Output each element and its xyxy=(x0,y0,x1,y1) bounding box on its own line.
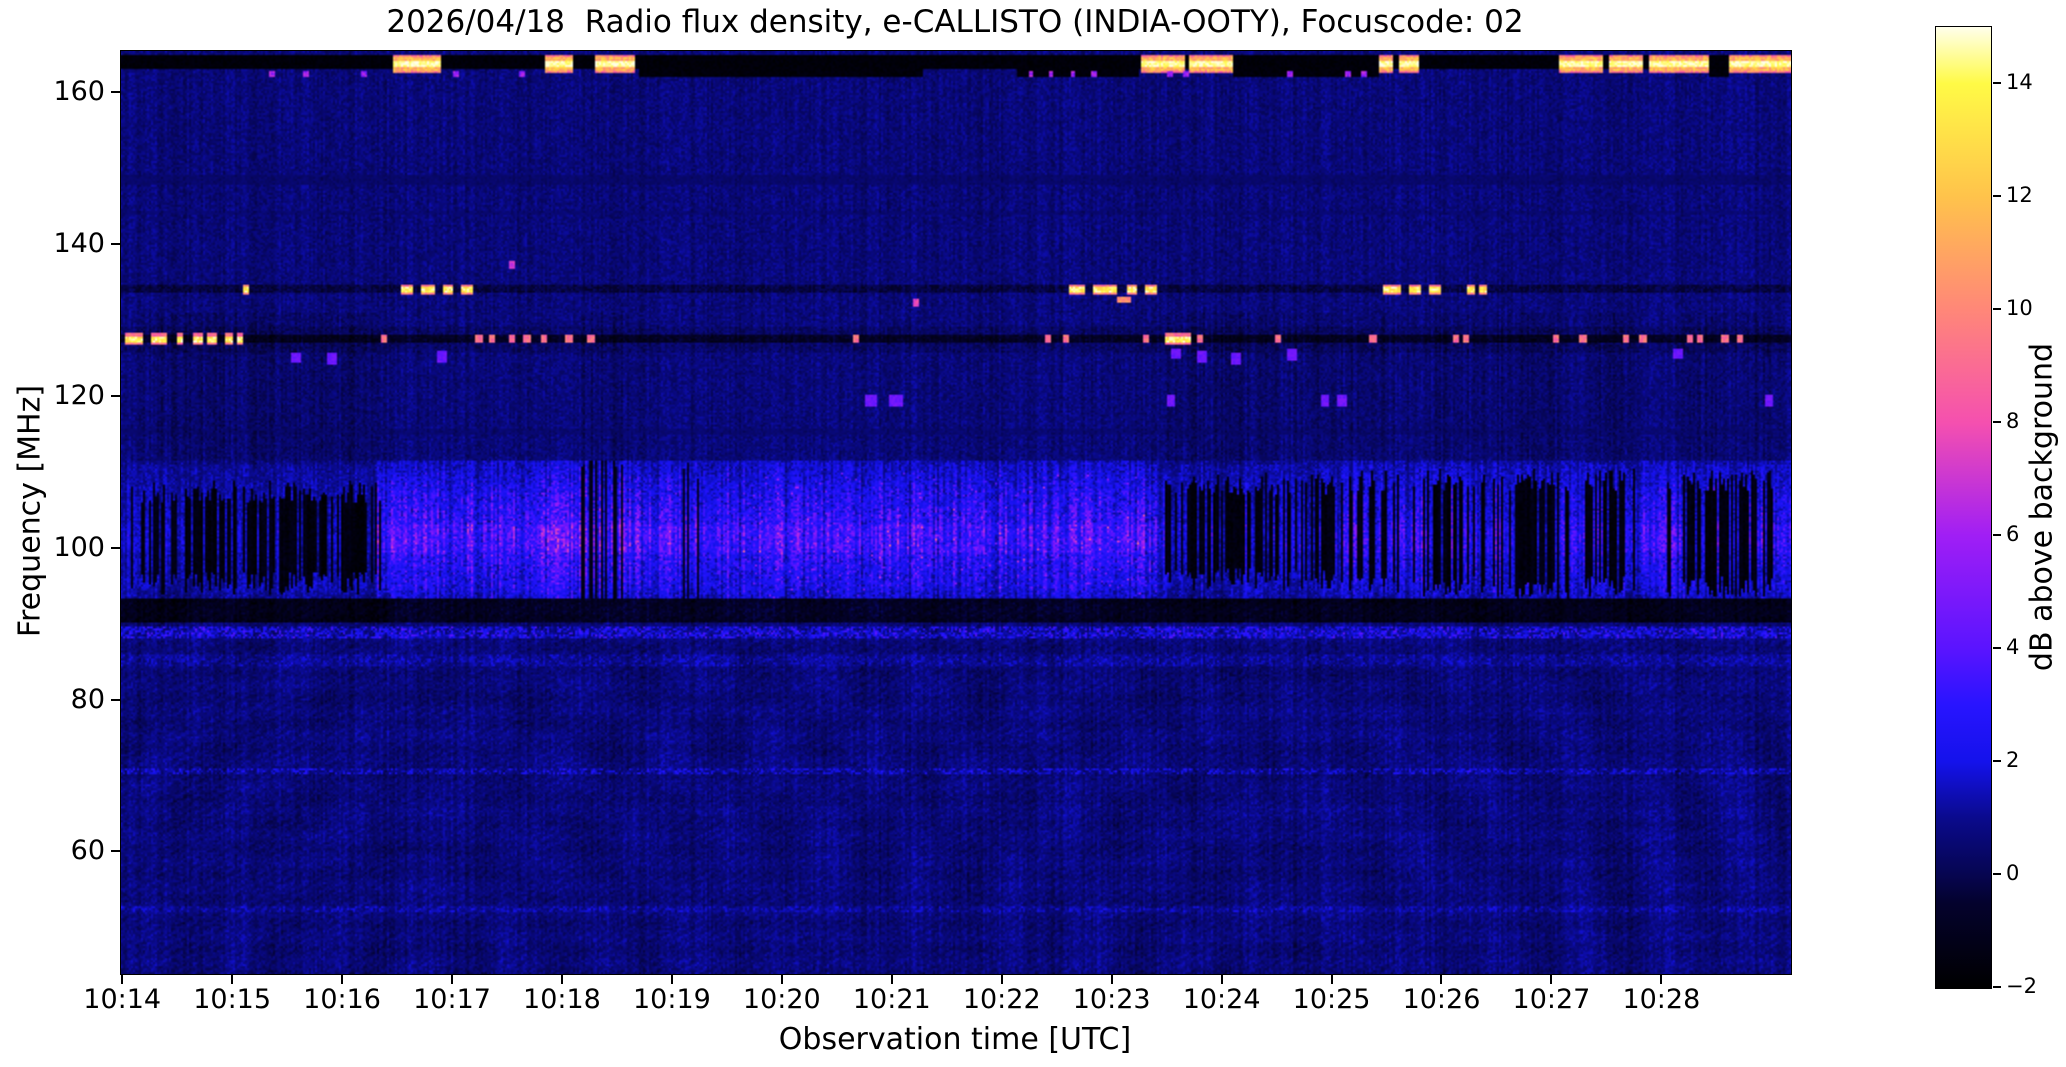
x-tick-label: 10:15 xyxy=(193,984,272,1015)
x-tick-label: 10:25 xyxy=(1292,984,1371,1015)
x-tick-label: 10:28 xyxy=(1622,984,1701,1015)
colorbar-tick-label: 0 xyxy=(2006,860,2020,885)
x-tick-mark xyxy=(670,975,673,984)
colorbar-tick-label: 2 xyxy=(2006,747,2020,772)
x-tick-mark xyxy=(121,975,124,984)
x-tick-mark xyxy=(890,975,893,984)
colorbar-label: dB above background xyxy=(2024,342,2060,672)
colorbar-tick-mark xyxy=(1993,307,2001,310)
colorbar-tick-label: 14 xyxy=(2006,69,2033,94)
y-tick-mark xyxy=(111,698,120,701)
y-axis-label: Frequency [MHz] xyxy=(12,384,48,638)
x-tick-mark xyxy=(780,975,783,984)
x-tick-mark xyxy=(1110,975,1113,984)
colorbar-tick-label: 10 xyxy=(2006,295,2033,320)
colorbar-tick-mark xyxy=(1993,420,2001,423)
colorbar-tick-label: 6 xyxy=(2006,521,2020,546)
y-tick-mark xyxy=(111,394,120,397)
x-tick-label: 10:23 xyxy=(1072,984,1151,1015)
colorbar-tick-mark xyxy=(1993,533,2001,536)
plot-title: 2026/04/18 Radio flux density, e-CALLIST… xyxy=(386,4,1524,40)
y-tick-label: 140 xyxy=(53,227,105,259)
x-tick-label: 10:24 xyxy=(1182,984,1261,1015)
colorbar-tick-mark xyxy=(1993,986,2001,988)
x-tick-mark xyxy=(1660,975,1663,984)
x-tick-mark xyxy=(1220,975,1223,984)
x-tick-mark xyxy=(1330,975,1333,984)
x-tick-mark xyxy=(451,975,454,984)
x-tick-mark xyxy=(1550,975,1553,984)
x-tick-label: 10:20 xyxy=(742,984,821,1015)
x-tick-label: 10:27 xyxy=(1512,984,1591,1015)
y-tick-mark xyxy=(111,850,120,853)
y-tick-label: 100 xyxy=(53,531,105,563)
y-tick-label: 60 xyxy=(70,835,105,867)
y-tick-label: 80 xyxy=(70,683,105,715)
x-axis-label: Observation time [UTC] xyxy=(778,1022,1132,1057)
x-tick-label: 10:26 xyxy=(1402,984,1481,1015)
x-tick-mark xyxy=(341,975,344,984)
colorbar-tick-label: −2 xyxy=(2006,974,2037,998)
colorbar-tick-mark xyxy=(1993,646,2001,649)
colorbar-tick-label: 4 xyxy=(2006,634,2020,659)
colorbar-tick-mark xyxy=(1993,872,2001,875)
x-tick-mark xyxy=(231,975,234,984)
colorbar-tick-mark xyxy=(1993,194,2001,197)
y-tick-mark xyxy=(111,90,120,93)
x-tick-mark xyxy=(1440,975,1443,984)
colorbar-tick-label: 12 xyxy=(2006,182,2033,207)
y-tick-mark xyxy=(111,242,120,245)
x-tick-label: 10:21 xyxy=(852,984,931,1015)
x-tick-mark xyxy=(560,975,563,984)
x-tick-label: 10:17 xyxy=(413,984,491,1015)
colorbar-tick-label: 8 xyxy=(2006,408,2020,433)
x-tick-label: 10:22 xyxy=(962,984,1041,1015)
colorbar xyxy=(1935,26,1992,989)
plot-area xyxy=(120,50,1792,975)
x-tick-label: 10:14 xyxy=(83,984,162,1015)
y-tick-label: 160 xyxy=(53,75,105,107)
x-tick-label: 10:18 xyxy=(523,984,601,1015)
colorbar-tick-mark xyxy=(1993,81,2001,84)
x-tick-label: 10:16 xyxy=(303,984,381,1015)
colorbar-tick-mark xyxy=(1993,759,2001,762)
x-tick-mark xyxy=(1000,975,1003,984)
x-tick-label: 10:19 xyxy=(632,984,711,1015)
y-tick-label: 120 xyxy=(53,379,105,411)
spectrogram-image xyxy=(121,51,1791,974)
y-tick-mark xyxy=(111,546,120,549)
